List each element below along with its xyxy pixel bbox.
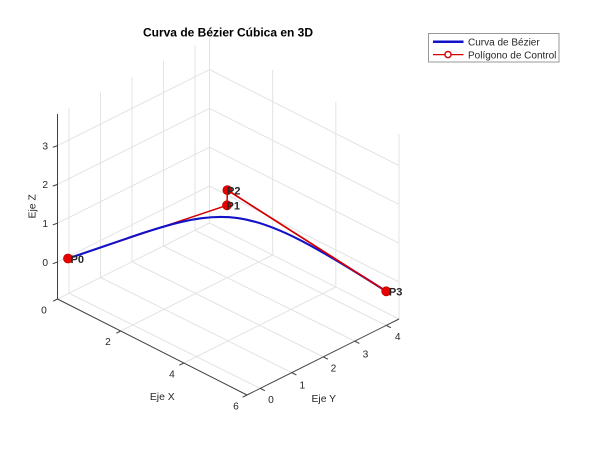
svg-text:2: 2 [331,364,337,375]
svg-text:Eje Z: Eje Z [27,194,38,219]
svg-text:0: 0 [41,305,47,316]
svg-text:1: 1 [299,381,305,392]
svg-text:Polígono de Control: Polígono de Control [468,50,556,61]
svg-text:Eje X: Eje X [150,392,175,403]
svg-text:4: 4 [395,332,401,343]
svg-text:4: 4 [169,369,175,380]
svg-text:Eje Y: Eje Y [311,394,336,405]
svg-text:0: 0 [268,395,274,406]
svg-text:2: 2 [105,337,111,348]
svg-text:3: 3 [363,349,369,360]
svg-text:P3: P3 [389,287,402,299]
svg-text:Curva de Bézier: Curva de Bézier [468,38,540,49]
svg-text:0: 0 [42,258,48,269]
svg-text:P2: P2 [227,186,240,198]
svg-text:6: 6 [233,402,239,413]
svg-text:P0: P0 [71,254,84,266]
svg-text:Curva de Bézier Cúbica en 3D: Curva de Bézier Cúbica en 3D [143,26,313,40]
svg-text:P1: P1 [227,201,240,213]
svg-text:3: 3 [42,141,48,152]
svg-text:1: 1 [42,219,48,230]
svg-text:2: 2 [42,180,48,191]
